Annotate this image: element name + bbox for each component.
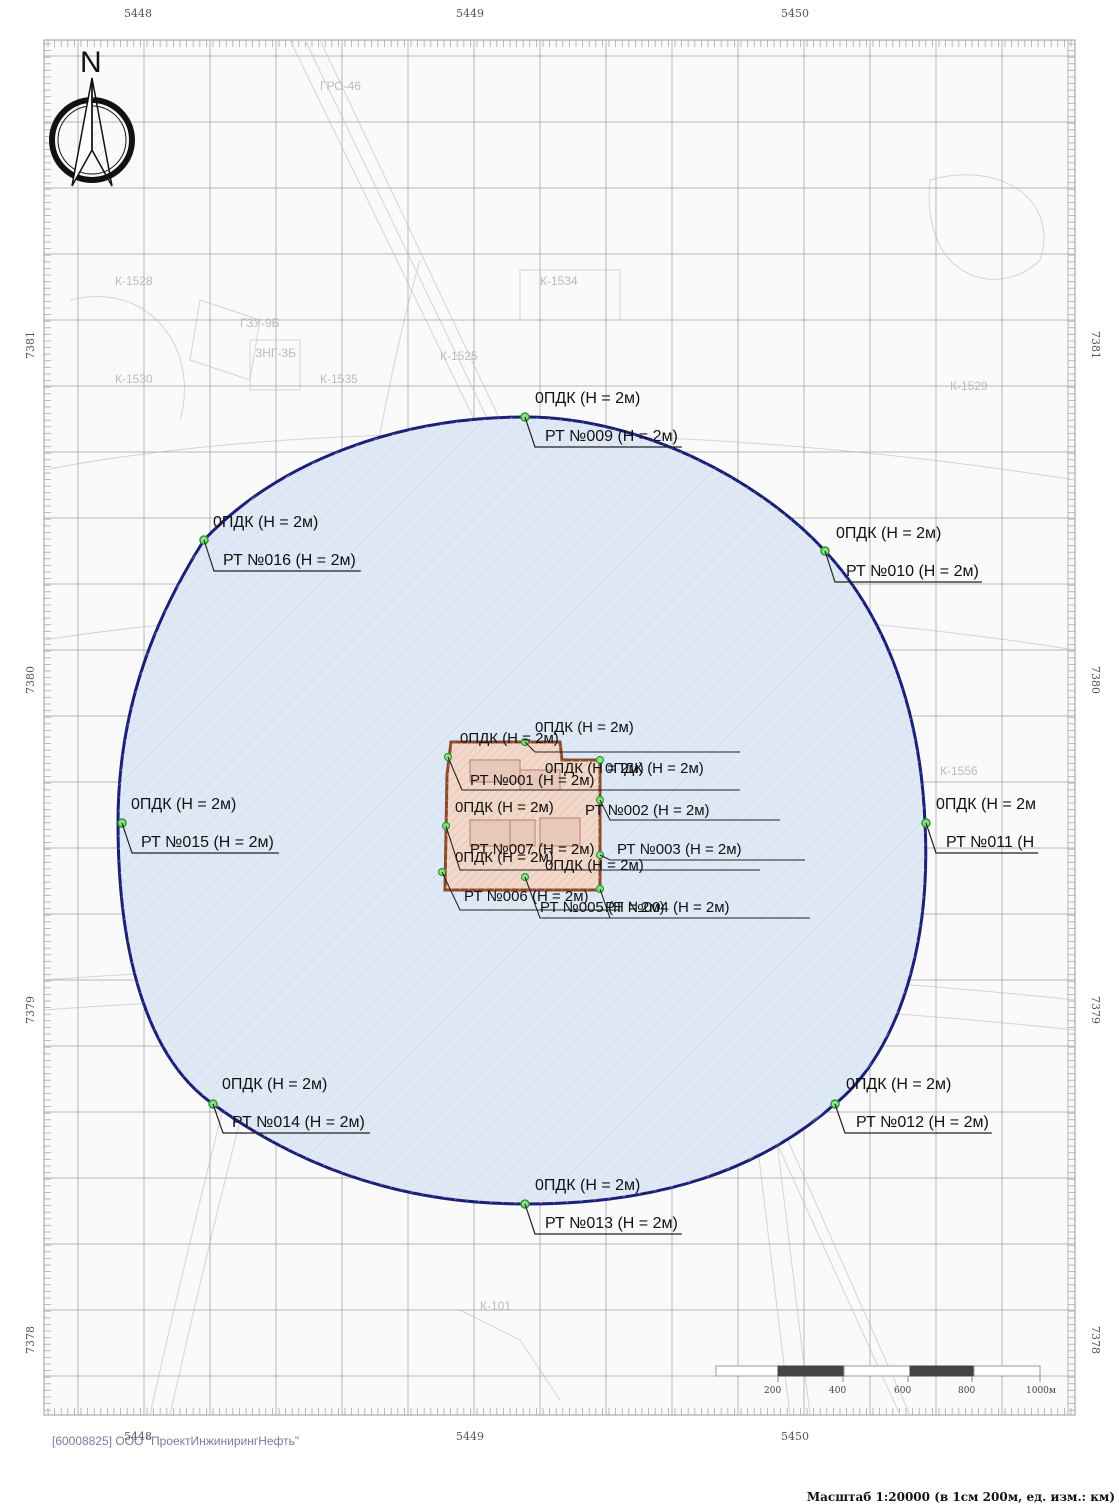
pdk-label: 0ПДК (Н = 2м) — [213, 514, 318, 531]
rt-label: РТ №015 (Н = 2м) — [141, 834, 274, 851]
cluster-label: РТ №002 (Н = 2м) — [585, 802, 710, 819]
svg-text:К-1534: К-1534 — [540, 274, 578, 288]
cluster-callout-line — [441, 871, 620, 911]
x-coord-bottom: 5450 — [781, 1430, 809, 1443]
cluster-label: РТ №004 (Н = 2м) — [605, 899, 730, 916]
callout-line — [121, 822, 279, 854]
cluster-marker — [595, 755, 605, 765]
svg-text:ГЗУ-9Б: ГЗУ-9Б — [240, 316, 280, 330]
cluster-label: РТ №005 (Н = 2м) — [540, 899, 665, 916]
frame-ticks — [44, 40, 1075, 1415]
y-coord-left: 7378 — [24, 1326, 37, 1354]
y-coord-right: 7380 — [1089, 666, 1102, 694]
cluster-label: 0ПДК (Н = 2м) — [535, 719, 634, 736]
cluster-label: РТ №003 (Н = 2м) — [617, 841, 742, 858]
cluster-callout-line — [599, 854, 805, 861]
svg-text:К-1525: К-1525 — [440, 349, 478, 363]
x-coord-top: 5450 — [781, 7, 809, 20]
cluster-callout-line — [524, 741, 740, 753]
rt-label: РТ №010 (Н = 2м) — [846, 563, 979, 580]
callout-line — [212, 1103, 370, 1134]
calc-point-013[interactable]: 0ПДК (Н = 2м) РТ №013 (Н = 2м) — [520, 1177, 682, 1235]
callout-line — [524, 1203, 682, 1235]
north-arrow-icon: N — [49, 46, 135, 187]
rt-label: РТ №012 (Н = 2м) — [856, 1114, 989, 1131]
rt-label: РТ №014 (Н = 2м) — [232, 1114, 365, 1131]
x-coord-bottom: 5449 — [456, 1430, 484, 1443]
cluster-callout-line — [599, 799, 780, 821]
cluster-callout-line — [447, 756, 740, 791]
pdk-label: 0ПДК (Н = 2м) — [846, 1076, 951, 1093]
scale-tick-label: 600 — [894, 1386, 911, 1396]
y-coord-right: 7378 — [1089, 1326, 1102, 1354]
callout-line — [203, 539, 361, 572]
y-coord-right: 7381 — [1089, 331, 1102, 359]
rt-label: РТ №009 (Н = 2м) — [545, 428, 678, 445]
cluster-label: РТ №001 (Н = 2м) — [470, 772, 595, 789]
callout-line — [524, 416, 682, 448]
svg-text:ГРО-46: ГРО-46 — [320, 79, 361, 93]
cluster-label: 0ПДК (Н = 2м) — [455, 849, 554, 866]
rt-label: РТ №016 (Н = 2м) — [223, 552, 356, 569]
cluster-label: 0ПДК (Н = 2м) — [545, 857, 644, 874]
callout-line — [834, 1103, 992, 1134]
scale-caption: Масштаб 1:20000 (в 1см 200м, ед. изм.: к… — [806, 1490, 1115, 1504]
calc-point-012[interactable]: 0ПДК (Н = 2м) РТ №012 (Н = 2м) — [830, 1076, 992, 1134]
scale-tick-label: 400 — [829, 1386, 846, 1396]
north-letter: N — [80, 46, 102, 79]
y-coord-right: 7379 — [1089, 996, 1102, 1024]
cluster-label: 0ПДК (Н = 2м) — [455, 799, 554, 816]
pdk-label: 0ПДК (Н = 2м) — [535, 390, 640, 407]
callout-line — [925, 822, 1039, 854]
calc-point-011[interactable]: 0ПДК (Н = 2м РТ №011 (Н — [921, 796, 1039, 854]
svg-text:К-1528: К-1528 — [115, 274, 153, 288]
cluster-label: РТ №007 (Н = 2м) — [470, 841, 595, 858]
cluster-callout-line — [445, 825, 760, 871]
scale-tick-label: 800 — [958, 1386, 975, 1396]
y-coord-left: 7380 — [24, 666, 37, 694]
x-coord-bottom: 5448 — [124, 1430, 152, 1443]
site-buildings — [469, 759, 581, 847]
scale-tick-label: 1000м — [1026, 1386, 1056, 1396]
svg-text:К-1535: К-1535 — [320, 372, 358, 386]
scale-bar: 200 400 600 800 1000м — [715, 1365, 1056, 1396]
calc-point-016[interactable]: 0ПДК (Н = 2м) РТ №016 (Н = 2м) — [199, 514, 361, 572]
x-coord-top: 5449 — [456, 7, 484, 20]
pdk-label: 0ПДК (Н = 2м — [936, 796, 1036, 813]
calc-point-014[interactable]: 0ПДК (Н = 2м) РТ №014 (Н = 2м) — [208, 1076, 370, 1134]
pdk-label: 0ПДК (Н = 2м) — [535, 1177, 640, 1194]
scale-tick-label: 200 — [764, 1386, 781, 1396]
pdk-label: 0ПДК (Н = 2м) — [131, 796, 236, 813]
svg-text:К-1530: К-1530 — [115, 372, 153, 386]
calc-point-009[interactable]: 0ПДК (Н = 2м) РТ №009 (Н = 2м) — [520, 390, 682, 448]
cluster-label: 0ПДК (Н = 2м) — [460, 730, 559, 747]
pdk-label: 0ПДК (Н = 2м) — [222, 1076, 327, 1093]
callout-line — [824, 550, 982, 583]
cluster-label: 0ПДК (Н = 2м) — [605, 760, 704, 777]
cluster-callout-line — [599, 888, 810, 919]
cluster-label: 0ПДК (Н = 2м) — [545, 760, 644, 777]
rt-label: РТ №013 (Н = 2м) — [545, 1215, 678, 1232]
svg-text:К-1556: К-1556 — [940, 764, 978, 778]
calc-point-010[interactable]: 0ПДК (Н = 2м) РТ №010 (Н = 2м) — [820, 525, 982, 583]
svg-text:К-101: К-101 — [480, 1299, 511, 1313]
y-coord-left: 7381 — [24, 331, 37, 359]
pdk-label: 0ПДК (Н = 2м) — [836, 525, 941, 542]
calc-point-015[interactable]: 0ПДК (Н = 2м) РТ №015 (Н = 2м) — [117, 796, 279, 854]
company-caption: [60008825] ООО "ПроектИнжинирингНефть" — [52, 1434, 300, 1448]
y-coord-left: 7379 — [24, 996, 37, 1024]
cluster-label: РТ №006 (Н = 2м) — [464, 888, 589, 905]
x-coord-top: 5448 — [124, 7, 152, 20]
rt-label: РТ №011 (Н — [946, 834, 1034, 851]
